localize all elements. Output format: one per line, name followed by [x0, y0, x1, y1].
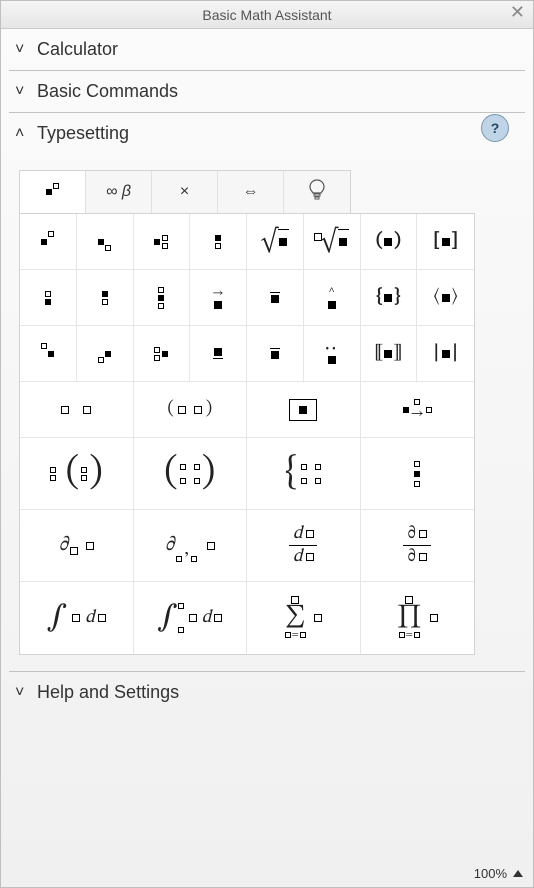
- typesetting-body: ? ∞ β × ⇔: [1, 154, 533, 671]
- chevron-up-icon: [15, 125, 29, 143]
- zoom-up-icon[interactable]: [513, 870, 523, 877]
- btn-vector-arrow[interactable]: →: [190, 270, 247, 326]
- chevron-down-icon: [15, 684, 29, 702]
- double-arrow-icon: ⇔: [243, 183, 259, 201]
- btn-piecewise[interactable]: {: [247, 438, 361, 510]
- section-help-settings[interactable]: Help and Settings: [1, 672, 533, 713]
- btn-labeled-arrow[interactable]: →: [361, 382, 475, 438]
- titlebar: Basic Math Assistant ✕: [1, 1, 533, 29]
- section-label: Basic Commands: [37, 81, 178, 102]
- btn-triple-stack[interactable]: [361, 438, 475, 510]
- btn-underscript[interactable]: [20, 270, 77, 326]
- btn-pre-subscript[interactable]: [77, 326, 134, 382]
- btn-d-double[interactable]: ∂,: [134, 510, 248, 582]
- tab-arrows[interactable]: ⇔: [218, 171, 284, 213]
- chevron-down-icon: [15, 41, 29, 59]
- panel: Basic Math Assistant ✕ Calculator Basic …: [0, 0, 534, 888]
- tab-templates[interactable]: [20, 171, 86, 213]
- tab-operators[interactable]: ×: [152, 171, 218, 213]
- btn-matrix2x2[interactable]: ( ): [134, 438, 248, 510]
- btn-paren-pair[interactable]: (): [134, 382, 248, 438]
- btn-superscript[interactable]: [20, 214, 77, 270]
- btn-pre-superscript[interactable]: [20, 326, 77, 382]
- btn-subscript[interactable]: [77, 214, 134, 270]
- btn-overbar2[interactable]: [247, 326, 304, 382]
- footer: 100%: [1, 862, 533, 887]
- btn-bracket[interactable]: []: [417, 214, 474, 270]
- btn-two[interactable]: [20, 382, 134, 438]
- lightbulb-icon: [308, 179, 326, 206]
- btn-pre-supersub[interactable]: [134, 326, 191, 382]
- btn-overscript[interactable]: [77, 270, 134, 326]
- infinity-beta-icon: ∞ β: [106, 183, 131, 201]
- tab-symbols[interactable]: ∞ β: [86, 171, 152, 213]
- btn-paren[interactable]: (): [361, 214, 418, 270]
- btn-angle[interactable]: ⟨⟩: [417, 270, 474, 326]
- section-label: Typesetting: [37, 123, 129, 144]
- btn-underover[interactable]: [134, 270, 191, 326]
- section-label: Calculator: [37, 39, 118, 60]
- template-icon: [46, 189, 59, 195]
- btn-hat[interactable]: ^: [304, 270, 361, 326]
- btn-framebox[interactable]: [247, 382, 361, 438]
- btn-d-over-d[interactable]: d d: [247, 510, 361, 582]
- window-title: Basic Math Assistant: [202, 7, 331, 23]
- zoom-level[interactable]: 100%: [474, 866, 507, 881]
- btn-column-paren[interactable]: ( ): [20, 438, 134, 510]
- section-label: Help and Settings: [37, 682, 179, 703]
- btn-partial-over-partial[interactable]: ∂ ∂: [361, 510, 475, 582]
- section-typesetting[interactable]: Typesetting: [1, 113, 533, 154]
- section-basic-commands[interactable]: Basic Commands: [1, 71, 533, 112]
- chevron-down-icon: [15, 83, 29, 101]
- template-grid: √ √ () []: [19, 213, 475, 655]
- btn-fraction[interactable]: [190, 214, 247, 270]
- typesetting-tabbar: ∞ β × ⇔: [19, 170, 351, 213]
- btn-d-sub[interactable]: ∂: [20, 510, 134, 582]
- help-button[interactable]: ?: [481, 114, 509, 142]
- btn-integral[interactable]: ∫d: [20, 582, 134, 654]
- btn-prod[interactable]: ∏ =: [361, 582, 475, 654]
- btn-supersub[interactable]: [134, 214, 191, 270]
- section-calculator[interactable]: Calculator: [1, 29, 533, 70]
- btn-double-dot[interactable]: ••: [304, 326, 361, 382]
- btn-abs[interactable]: ||: [417, 326, 474, 382]
- content: Calculator Basic Commands Typesetting ?: [1, 29, 533, 887]
- btn-nthroot[interactable]: √: [304, 214, 361, 270]
- btn-underbar[interactable]: [190, 326, 247, 382]
- close-icon[interactable]: ✕: [510, 3, 525, 21]
- btn-sum[interactable]: ∑ =: [247, 582, 361, 654]
- times-icon: ×: [180, 183, 189, 201]
- btn-sqrt[interactable]: √: [247, 214, 304, 270]
- btn-integral-bounds[interactable]: ∫ d: [134, 582, 248, 654]
- tab-bulb[interactable]: [284, 171, 350, 213]
- btn-bar[interactable]: [247, 270, 304, 326]
- btn-double-bracket[interactable]: ⟦⟧: [361, 326, 418, 382]
- status-bar: 100%: [1, 862, 533, 887]
- btn-brace[interactable]: {}: [361, 270, 418, 326]
